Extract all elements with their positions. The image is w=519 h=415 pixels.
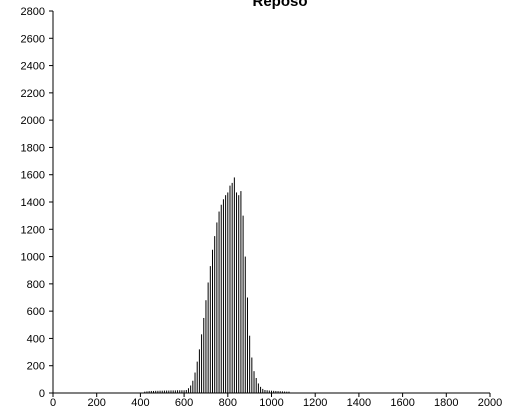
histogram-bar xyxy=(225,195,227,393)
y-tick-label: 1200 xyxy=(21,224,45,236)
histogram-bar xyxy=(288,391,290,393)
x-tick-label: 200 xyxy=(88,397,106,409)
histogram-bar xyxy=(273,390,275,393)
histogram-bar xyxy=(286,391,288,393)
bars xyxy=(144,177,290,393)
chart-title: Reposo xyxy=(252,0,307,10)
histogram-bar xyxy=(260,386,262,393)
x-tick-label: 1200 xyxy=(303,397,327,409)
histogram-bar xyxy=(153,390,155,393)
histogram-bar xyxy=(174,390,176,393)
y-tick-label: 0 xyxy=(39,388,45,400)
y-tick-label: 800 xyxy=(27,279,45,291)
histogram-bar xyxy=(264,389,266,393)
x-tick-label: 600 xyxy=(175,397,193,409)
histogram-bar xyxy=(192,380,194,393)
histogram-bar xyxy=(216,222,218,393)
histogram-bar xyxy=(168,390,170,393)
histogram-bar xyxy=(166,390,168,393)
histogram-bar xyxy=(220,204,222,393)
histogram-bar xyxy=(231,182,233,393)
histogram-bar xyxy=(227,192,229,393)
histogram-bar xyxy=(150,390,152,393)
histogram-bar xyxy=(255,377,257,393)
histogram-bar xyxy=(185,389,187,393)
histogram-bar xyxy=(229,185,231,393)
y-tick-label: 1400 xyxy=(21,197,45,209)
histogram-bar xyxy=(246,297,248,393)
histogram-bar xyxy=(266,390,268,393)
histogram-bar xyxy=(249,335,251,393)
y-tick-label: 600 xyxy=(27,306,45,318)
histogram-bar xyxy=(155,390,157,393)
histogram-bar xyxy=(284,391,286,393)
histogram-bar xyxy=(144,391,146,393)
histogram-bar xyxy=(148,391,150,393)
histogram-bar xyxy=(207,282,209,393)
histogram-bar xyxy=(222,199,224,393)
y-tick-label: 1600 xyxy=(21,170,45,182)
histogram-bar xyxy=(198,349,200,393)
histogram-bar xyxy=(177,390,179,393)
x-tick-label: 800 xyxy=(219,397,237,409)
histogram-bar xyxy=(203,317,205,393)
histogram-bar xyxy=(172,390,174,393)
histogram-bar xyxy=(281,391,283,393)
histogram-bar xyxy=(218,211,220,393)
histogram-bar xyxy=(233,177,235,393)
histogram-bar xyxy=(253,371,255,393)
y-tick-label: 1000 xyxy=(21,252,45,264)
y-ticks: 0 200 400 600 800 1000 1200 1400 1600 1800 2000 220… xyxy=(21,6,53,400)
x-tick-label: 0 xyxy=(50,397,56,409)
histogram-bar xyxy=(194,372,196,393)
histogram-bar xyxy=(179,390,181,393)
histogram-bar xyxy=(268,390,270,393)
x-tick-label: 1000 xyxy=(259,397,283,409)
histogram-bar xyxy=(244,256,246,393)
histogram-bar xyxy=(279,391,281,393)
histogram-bar xyxy=(275,390,277,393)
x-tick-label: 400 xyxy=(131,397,149,409)
histogram-bar xyxy=(236,192,238,393)
y-tick-label: 2000 xyxy=(21,115,45,127)
histogram-bar xyxy=(157,390,159,393)
histogram-bar xyxy=(242,215,244,393)
x-ticks: 0 200 400 600 800 1000 1200 1400 1600 1800 2000 xyxy=(50,393,502,409)
y-tick-label: 2600 xyxy=(21,33,45,45)
histogram-bar xyxy=(181,390,183,393)
histogram-bar xyxy=(201,334,203,393)
histogram-bar xyxy=(214,236,216,393)
histogram-bar xyxy=(238,195,240,393)
histogram-bar xyxy=(146,391,148,393)
y-tick-label: 1800 xyxy=(21,142,45,154)
histogram-bar xyxy=(190,385,192,393)
x-tick-label: 1600 xyxy=(390,397,414,409)
histogram-bar xyxy=(161,390,163,393)
histogram-bar xyxy=(196,361,198,393)
histogram-bar xyxy=(159,390,161,393)
y-tick-label: 2800 xyxy=(21,6,45,18)
y-tick-label: 2400 xyxy=(21,61,45,73)
y-tick-label: 200 xyxy=(27,361,45,373)
y-tick-label: 2200 xyxy=(21,88,45,100)
histogram-bar xyxy=(163,390,165,393)
histogram-bar xyxy=(271,390,272,393)
y-tick-label: 400 xyxy=(27,333,45,345)
histogram-bar xyxy=(277,391,279,393)
histogram-bar xyxy=(212,249,214,393)
histogram-bar xyxy=(251,357,253,393)
histogram-bar xyxy=(257,383,259,393)
x-tick-label: 1800 xyxy=(434,397,458,409)
histogram-bar xyxy=(209,266,211,393)
histogram-bar xyxy=(262,388,264,393)
histogram-bar xyxy=(240,191,242,393)
x-tick-label: 2000 xyxy=(478,397,502,409)
histogram-bar xyxy=(187,388,189,393)
x-tick-label: 1400 xyxy=(347,397,371,409)
histogram-bar xyxy=(205,300,207,393)
histogram-bar xyxy=(170,390,172,393)
histogram-bar xyxy=(183,390,185,393)
